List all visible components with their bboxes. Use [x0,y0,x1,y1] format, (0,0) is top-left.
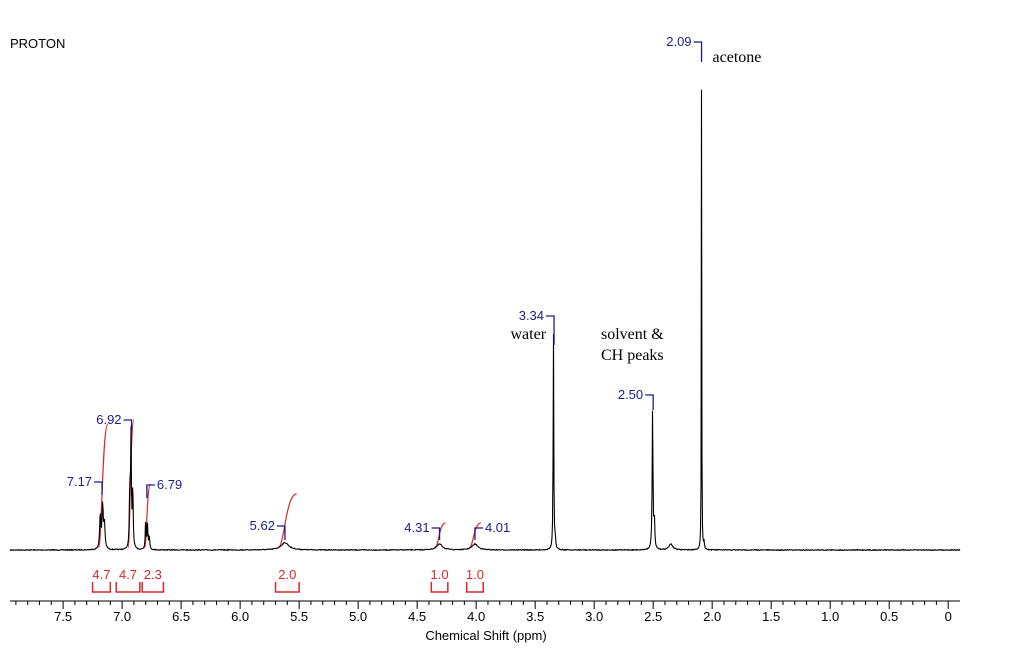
peak-leader [645,394,654,410]
peak-label: 4.31 [404,520,429,535]
x-tick-label: 7.0 [113,609,131,624]
integral-value: 1.0 [466,567,484,582]
integral-curve [127,419,135,549]
integral-value: 4.7 [119,567,137,582]
annotations: acetone water solvent & CH peaks [511,49,762,364]
integral-value: 4.7 [92,567,110,582]
spectrum-trace [9,89,961,552]
spectrum-layer [9,89,961,552]
annotation-label: water [511,326,547,343]
x-tick-label: 3.0 [585,609,603,624]
integral-value: 1.0 [431,567,449,582]
annotation-label: CH peaks [601,347,664,364]
annotation-label: solvent & [601,326,664,343]
chart-title: PROTON [10,36,65,51]
peak-leader [431,527,441,540]
x-tick-label: 2.0 [703,609,721,624]
peak-label: 3.34 [519,308,544,323]
peak-label: 6.79 [157,477,182,492]
peak-leader [123,419,133,433]
minor-ticks [15,601,937,605]
integral-bar [465,582,484,593]
x-tick-label: 6.0 [231,609,249,624]
peak-leader [146,484,155,498]
x-tick-label: 5.5 [290,609,308,624]
x-tick-label: 2.5 [644,609,662,624]
peak-leader [474,527,483,540]
integral-bar [91,582,112,593]
x-tick-label: 1.0 [821,609,839,624]
x-axis-label: Chemical Shift (ppm) [425,628,546,643]
peak-label: 6.92 [96,412,121,427]
x-tick-label: 6.5 [172,609,190,624]
peak-leader [94,481,103,495]
peak-label: 5.62 [250,518,275,533]
integral-value: 2.3 [144,567,162,582]
peak-label: 2.09 [666,34,691,49]
integral-curve [143,483,152,549]
integral-bar [115,582,141,593]
x-axis: 7.5 7.0 6.5 6.0 5.5 5.0 4.5 4.0 3.5 3.0 2.5 2.0 1.5 1… [10,600,960,624]
x-tick-label: 7.5 [54,609,72,624]
peak-leader [276,525,286,540]
peak-label: 4.01 [485,520,510,535]
integral-bar [430,582,449,593]
integral-bar [141,582,165,593]
major-ticks: 7.5 7.0 6.5 6.0 5.5 5.0 4.5 4.0 3.5 3.0 2.5 2.0 1.5 1… [54,601,952,624]
peak-leader [693,41,703,62]
x-tick-label: 0 [945,609,952,624]
integral-value: 2.0 [278,567,296,582]
x-tick-label: 0.5 [880,609,898,624]
x-tick-label: 3.5 [526,609,544,624]
x-tick-label: 5.0 [349,609,367,624]
peak-labels: 7.17 6.92 6.79 5.62 4.31 4.01 3.34 2.50 2.09 [67,34,703,540]
x-tick-label: 1.5 [762,609,780,624]
annotation-label: acetone [713,49,762,66]
x-tick-label: 4.0 [467,609,485,624]
x-tick-label: 4.5 [408,609,426,624]
peak-leader [546,315,555,345]
integral-bar [274,582,300,593]
integral-bars: 4.7 4.7 2.3 2.0 1.0 1.0 [91,567,484,593]
integral-curve [277,493,298,549]
peak-label: 2.50 [618,387,643,402]
peak-label: 7.17 [67,474,92,489]
